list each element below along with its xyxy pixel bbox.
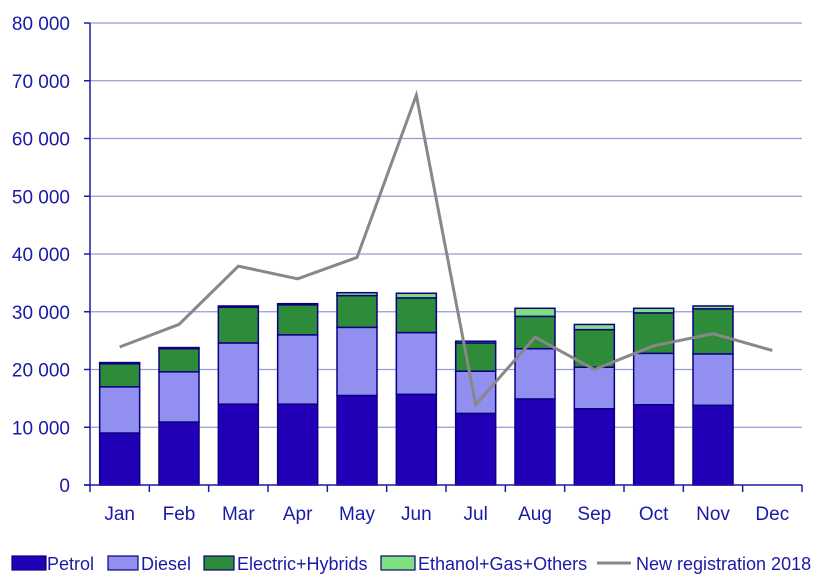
legend-label: Petrol [47,554,94,574]
y-tick-label: 60 000 [12,130,70,151]
y-tick-label: 80 000 [12,14,70,35]
bar-electric-hybrids-jul [454,342,497,372]
x-tick-label: Aug [518,504,552,525]
x-tick-label: Jan [104,504,135,525]
bar-diesel-jul [454,370,497,415]
x-tick-label: Feb [163,504,196,525]
bar-petrol-aug [514,398,556,486]
y-tick-label: 30 000 [12,303,70,324]
bar-ethanol-gas-others-apr [276,302,319,306]
line-series [119,89,773,409]
legend-label: Ethanol+Gas+Others [418,554,587,574]
bar-diesel-mar [217,342,260,405]
bar-petrol-nov [692,404,734,486]
bar-electric-hybrids-jun [395,297,438,334]
bar-ethanol-gas-others-nov [692,305,734,310]
legend-swatch-ethanol-gas-others [380,555,416,571]
bar-petrol-sep [573,408,616,486]
bar-ethanol-gas-others-feb [158,346,200,350]
grid-lines [90,22,802,428]
bar-electric-hybrids-may [336,294,378,329]
bar-diesel-may [336,326,378,397]
legend-swatch-petrol [11,555,47,571]
bar-ethanol-gas-others-mar [217,305,260,308]
bar-petrol-jun [395,393,438,486]
x-tick-label: Oct [639,504,669,525]
bar-electric-hybrids-mar [217,306,260,344]
x-tick-label: Dec [755,504,789,525]
x-tick-label: Sep [577,504,611,525]
x-axis-tick-labels: Jan Feb Mar Apr May Jun Jul Aug Sep Oct Nov Dec [104,504,789,525]
bar-electric-hybrids-apr [276,304,319,336]
bar-diesel-aug [514,347,556,400]
bar-petrol-apr [276,403,319,486]
bar-petrol-jul [454,412,497,486]
y-tick-label: 0 [59,476,70,497]
bars [98,291,734,486]
bar-ethanol-gas-others-oct [632,307,675,314]
x-tick-label: Apr [283,504,313,525]
bar-diesel-nov [692,353,734,407]
bar-ethanol-gas-others-aug [514,307,556,318]
legend: Petrol Diesel Electric+Hybrids Ethanol+Gas+… [11,554,811,574]
bar-electric-hybrids-nov [692,308,734,355]
x-tick-label: Jul [464,504,488,525]
bar-diesel-jun [395,331,438,396]
x-tick-label: Nov [696,504,730,525]
bar-electric-hybrids-jan [98,362,141,388]
legend-swatch-diesel [107,555,139,571]
bar-diesel-oct [632,352,675,406]
bar-petrol-oct [632,403,675,486]
bar-ethanol-gas-others-jun [395,292,438,299]
bar-ethanol-gas-others-sep [573,323,616,331]
y-tick-label: 70 000 [12,72,70,93]
bar-petrol-mar [217,403,260,486]
bar-petrol-feb [158,421,200,486]
x-tick-label: May [339,504,375,525]
y-tick-label: 50 000 [12,187,70,208]
y-axis-tick-labels: 0 10 000 20 000 30 000 40 000 50 000 60 000 70 … [12,14,70,497]
bar-petrol-may [336,394,378,486]
bar-petrol-jan [98,432,141,486]
bar-diesel-apr [276,334,319,405]
bar-electric-hybrids-feb [158,347,200,373]
y-tick-label: 20 000 [12,361,70,382]
x-tick-label: Jun [401,504,432,525]
x-tick-label: Mar [222,504,255,525]
legend-label: Electric+Hybrids [237,554,368,574]
y-tick-label: 10 000 [12,418,70,439]
bar-diesel-jan [98,386,141,434]
legend-swatch-electric-hybrids [203,555,235,571]
bar-ethanol-gas-others-jul [454,340,497,344]
bar-diesel-sep [573,366,616,410]
bar-diesel-feb [158,371,200,423]
new-registration-line [119,89,773,409]
bar-ethanol-gas-others-may [336,291,378,297]
legend-label: Diesel [141,554,191,574]
axes [84,22,803,492]
y-tick-label: 40 000 [12,245,70,266]
legend-label: New registration 2018 [636,554,811,574]
bar-ethanol-gas-others-jan [98,361,141,365]
